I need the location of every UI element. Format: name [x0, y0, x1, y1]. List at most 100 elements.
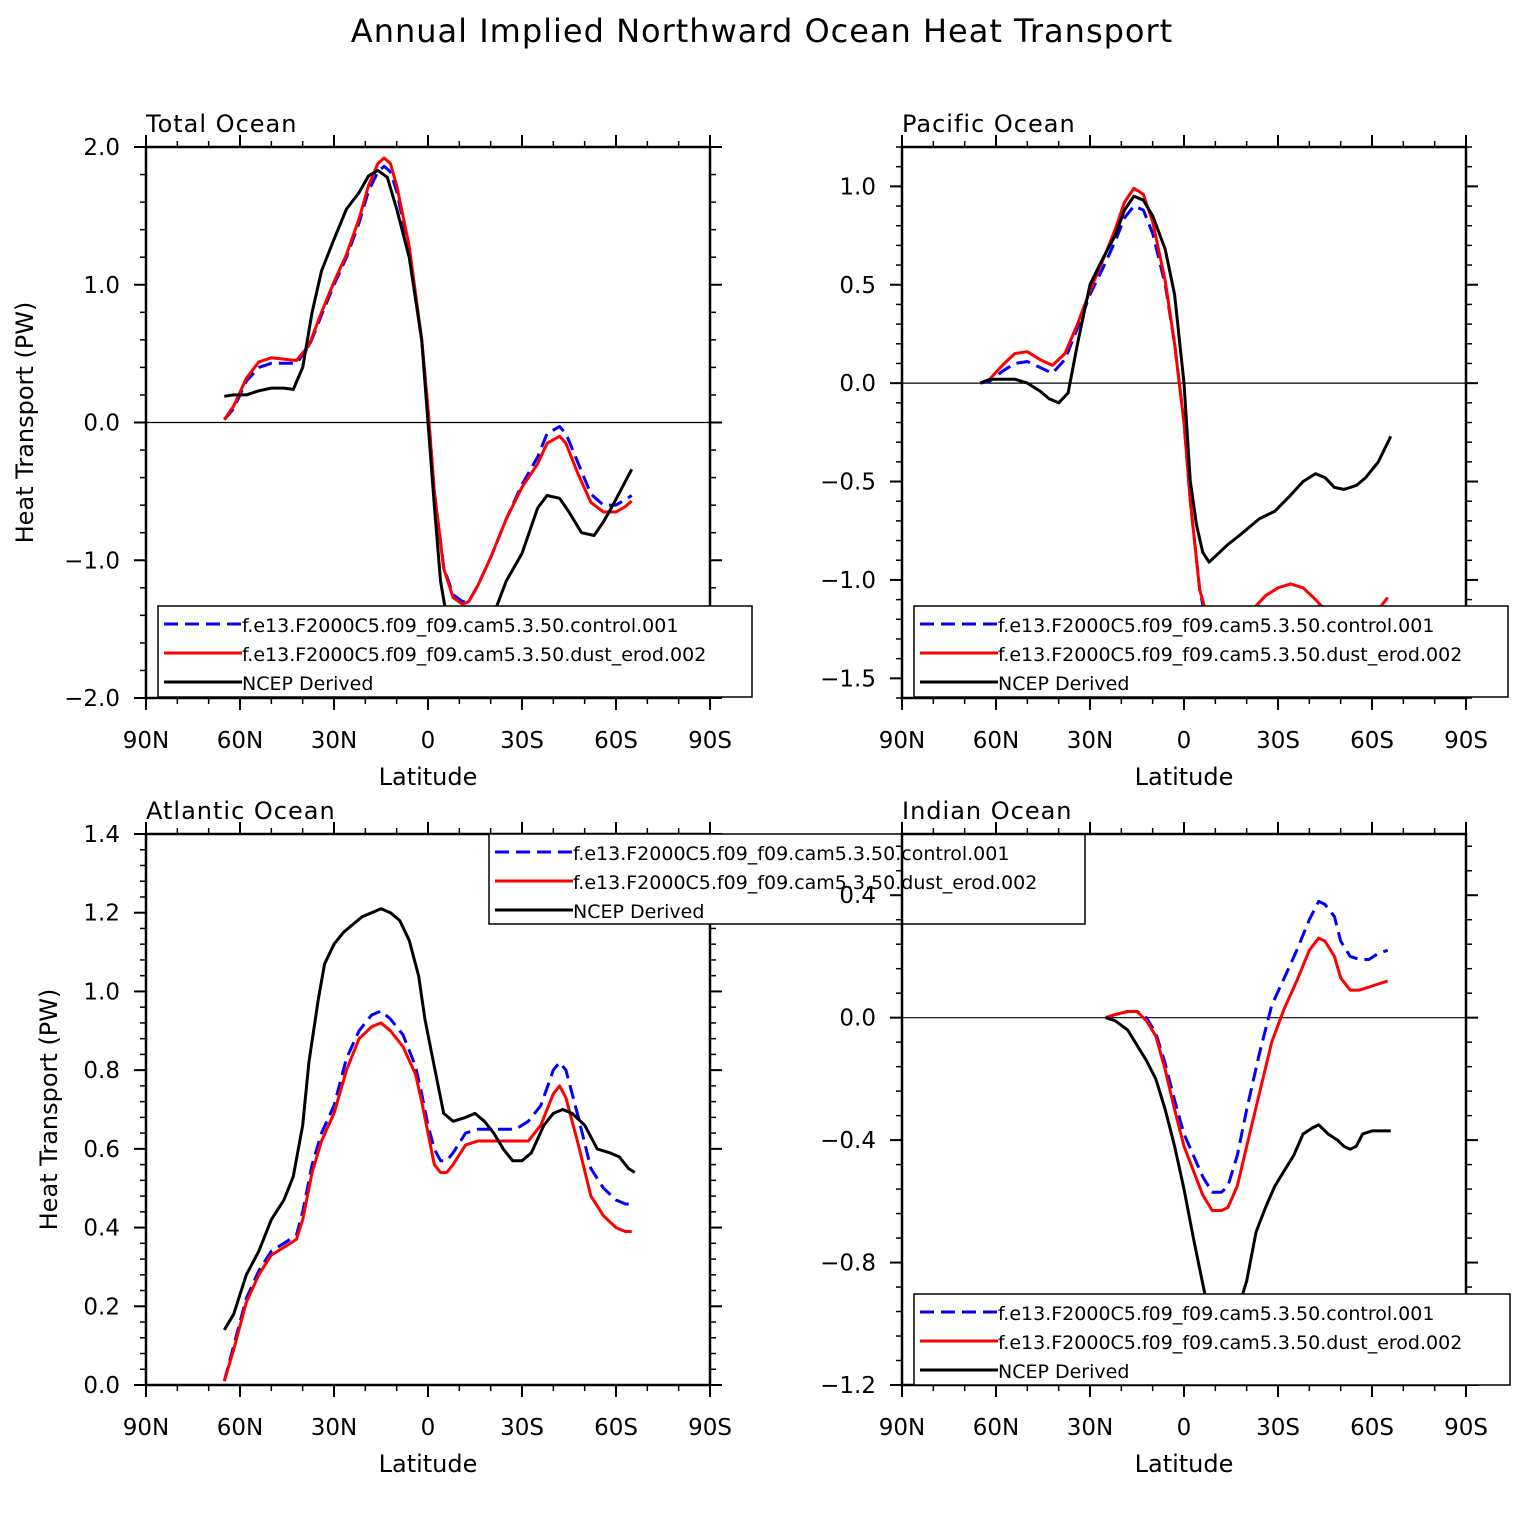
x-tick-label: 60N: [217, 728, 263, 754]
y-tick-label: 0.2: [83, 1294, 120, 1320]
legend-entry: f.e13.F2000C5.f09_f09.cam5.3.50.dust_ero…: [998, 644, 1462, 666]
y-tick-label: 0.4: [839, 883, 876, 909]
x-tick-label: 0: [1177, 1415, 1192, 1441]
panel-title: Indian Ocean: [902, 797, 1073, 825]
x-tick-label: 60N: [973, 1415, 1019, 1441]
y-tick-label: 0.8: [83, 1058, 120, 1084]
legend-entry: f.e13.F2000C5.f09_f09.cam5.3.50.dust_ero…: [573, 872, 1037, 894]
legend-box: [913, 605, 1509, 698]
x-tick-label: 30N: [1067, 1415, 1113, 1441]
legend: f.e13.F2000C5.f09_f09.cam5.3.50.control.…: [913, 605, 1509, 698]
y-tick-label: 0.0: [83, 1373, 120, 1399]
legend-entry: NCEP Derived: [242, 673, 373, 695]
x-tick-label: 90S: [688, 1415, 732, 1441]
y-axis-label: Heat Transport (PW): [11, 302, 39, 544]
x-tick-label: 90N: [123, 728, 169, 754]
y-tick-label: −0.5: [820, 470, 876, 496]
panel-total-ocean: Total Ocean 90N 60N 30N 0 30S 60S 90S −2.0 −1.0 0.…: [11, 110, 753, 791]
x-tick-label: 30N: [311, 728, 357, 754]
y-tick-label: 1.4: [83, 822, 120, 848]
x-tick-label: 90N: [879, 1415, 925, 1441]
figure-title: Annual Implied Northward Ocean Heat Tran…: [350, 12, 1174, 50]
legend-entry: f.e13.F2000C5.f09_f09.cam5.3.50.control.…: [998, 1303, 1434, 1325]
series-line-1: [222, 1021, 632, 1382]
y-tick-label: 2.0: [83, 135, 120, 161]
y-tick-label: 1.2: [83, 901, 120, 927]
panel-atlantic-ocean: Atlantic Ocean 90N 60N 30N 0 30S 60S 90S 0.0 0.2 0…: [35, 797, 1086, 1478]
x-tick-label: 30S: [500, 1415, 544, 1441]
y-tick-label: 0.0: [839, 1006, 876, 1032]
legend-entry: f.e13.F2000C5.f09_f09.cam5.3.50.control.…: [573, 843, 1009, 865]
legend-box: [913, 1293, 1511, 1386]
y-tick-label: 0.6: [83, 1137, 120, 1163]
legend-entry: f.e13.F2000C5.f09_f09.cam5.3.50.control.…: [242, 615, 678, 637]
series-line-1: [1105, 936, 1389, 1212]
x-tick-label: 60N: [973, 728, 1019, 754]
y-tick-label: −1.5: [820, 666, 876, 692]
x-axis-label: Latitude: [379, 1450, 478, 1478]
x-tick-label: 90N: [123, 1415, 169, 1441]
y-axis-label: Heat Transport (PW): [35, 989, 63, 1231]
legend-entry: NCEP Derived: [573, 901, 704, 923]
x-tick-label: 90S: [1444, 1415, 1488, 1441]
x-tick-label: 0: [421, 728, 436, 754]
panel-title: Atlantic Ocean: [146, 797, 336, 825]
legend-entry: f.e13.F2000C5.f09_f09.cam5.3.50.control.…: [998, 615, 1434, 637]
x-tick-label: 60S: [1350, 1415, 1394, 1441]
x-tick-label: 0: [421, 1415, 436, 1441]
x-tick-label: 90S: [1444, 728, 1488, 754]
legend-entry: NCEP Derived: [998, 673, 1129, 695]
legend-box: [488, 833, 1086, 925]
legend: f.e13.F2000C5.f09_f09.cam5.3.50.control.…: [488, 833, 1086, 925]
legend-entry: f.e13.F2000C5.f09_f09.cam5.3.50.dust_ero…: [242, 644, 706, 666]
legend: f.e13.F2000C5.f09_f09.cam5.3.50.control.…: [913, 1293, 1511, 1386]
x-tick-label: 30S: [1256, 728, 1300, 754]
panel-title: Pacific Ocean: [902, 110, 1076, 138]
y-tick-label: −0.8: [820, 1251, 876, 1277]
x-tick-label: 90S: [688, 728, 732, 754]
x-axis-label: Latitude: [1135, 763, 1234, 791]
x-tick-label: 30N: [311, 1415, 357, 1441]
series-line-2: [224, 168, 634, 659]
y-tick-label: 0.0: [83, 411, 120, 437]
panel-pacific-ocean: Pacific Ocean 90N 60N 30N 0 30S 60S 90S −1.5 −1.0…: [820, 110, 1509, 791]
x-axis-label: Latitude: [379, 763, 478, 791]
y-tick-label: 1.0: [83, 979, 120, 1005]
x-axis-label: Latitude: [1135, 1450, 1234, 1478]
x-tick-label: 30S: [1256, 1415, 1300, 1441]
legend-box: [157, 605, 753, 698]
legend-entry: f.e13.F2000C5.f09_f09.cam5.3.50.dust_ero…: [998, 1332, 1462, 1354]
y-tick-label: −0.4: [820, 1128, 876, 1154]
legend: f.e13.F2000C5.f09_f09.cam5.3.50.control.…: [157, 605, 753, 698]
panel-indian-ocean: Indian Ocean 90N 60N 30N 0 30S 60S 90S −1.2 −0.8 −…: [820, 797, 1511, 1478]
series-line-1: [223, 156, 633, 606]
series-line-2: [1105, 1016, 1391, 1338]
x-tick-label: 30N: [1067, 728, 1113, 754]
series-line-2: [223, 907, 636, 1331]
y-tick-label: −1.0: [64, 548, 120, 574]
legend-entry: NCEP Derived: [998, 1361, 1129, 1383]
y-tick-label: −2.0: [64, 686, 120, 712]
y-tick-label: 0.4: [83, 1216, 120, 1242]
x-tick-label: 30S: [500, 728, 544, 754]
x-tick-label: 60N: [217, 1415, 263, 1441]
y-tick-label: −1.0: [820, 568, 876, 594]
series-line-1: [979, 186, 1389, 635]
y-tick-label: 0.5: [839, 273, 876, 299]
y-tick-label: 1.0: [83, 273, 120, 299]
plot-frame: [900, 145, 1468, 700]
x-tick-label: 60S: [594, 1415, 638, 1441]
series-line-0: [1105, 899, 1389, 1194]
x-tick-label: 90N: [879, 728, 925, 754]
panel-title: Total Ocean: [145, 110, 297, 138]
y-tick-label: 0.0: [839, 371, 876, 397]
series-line-0: [222, 1009, 632, 1382]
x-tick-label: 0: [1177, 728, 1192, 754]
plot-frame: [144, 145, 712, 700]
plot-frame: [144, 832, 712, 1387]
x-tick-label: 60S: [1350, 728, 1394, 754]
y-tick-label: 1.0: [839, 174, 876, 200]
series-line-2: [979, 194, 1393, 564]
y-tick-label: −1.2: [820, 1373, 876, 1399]
